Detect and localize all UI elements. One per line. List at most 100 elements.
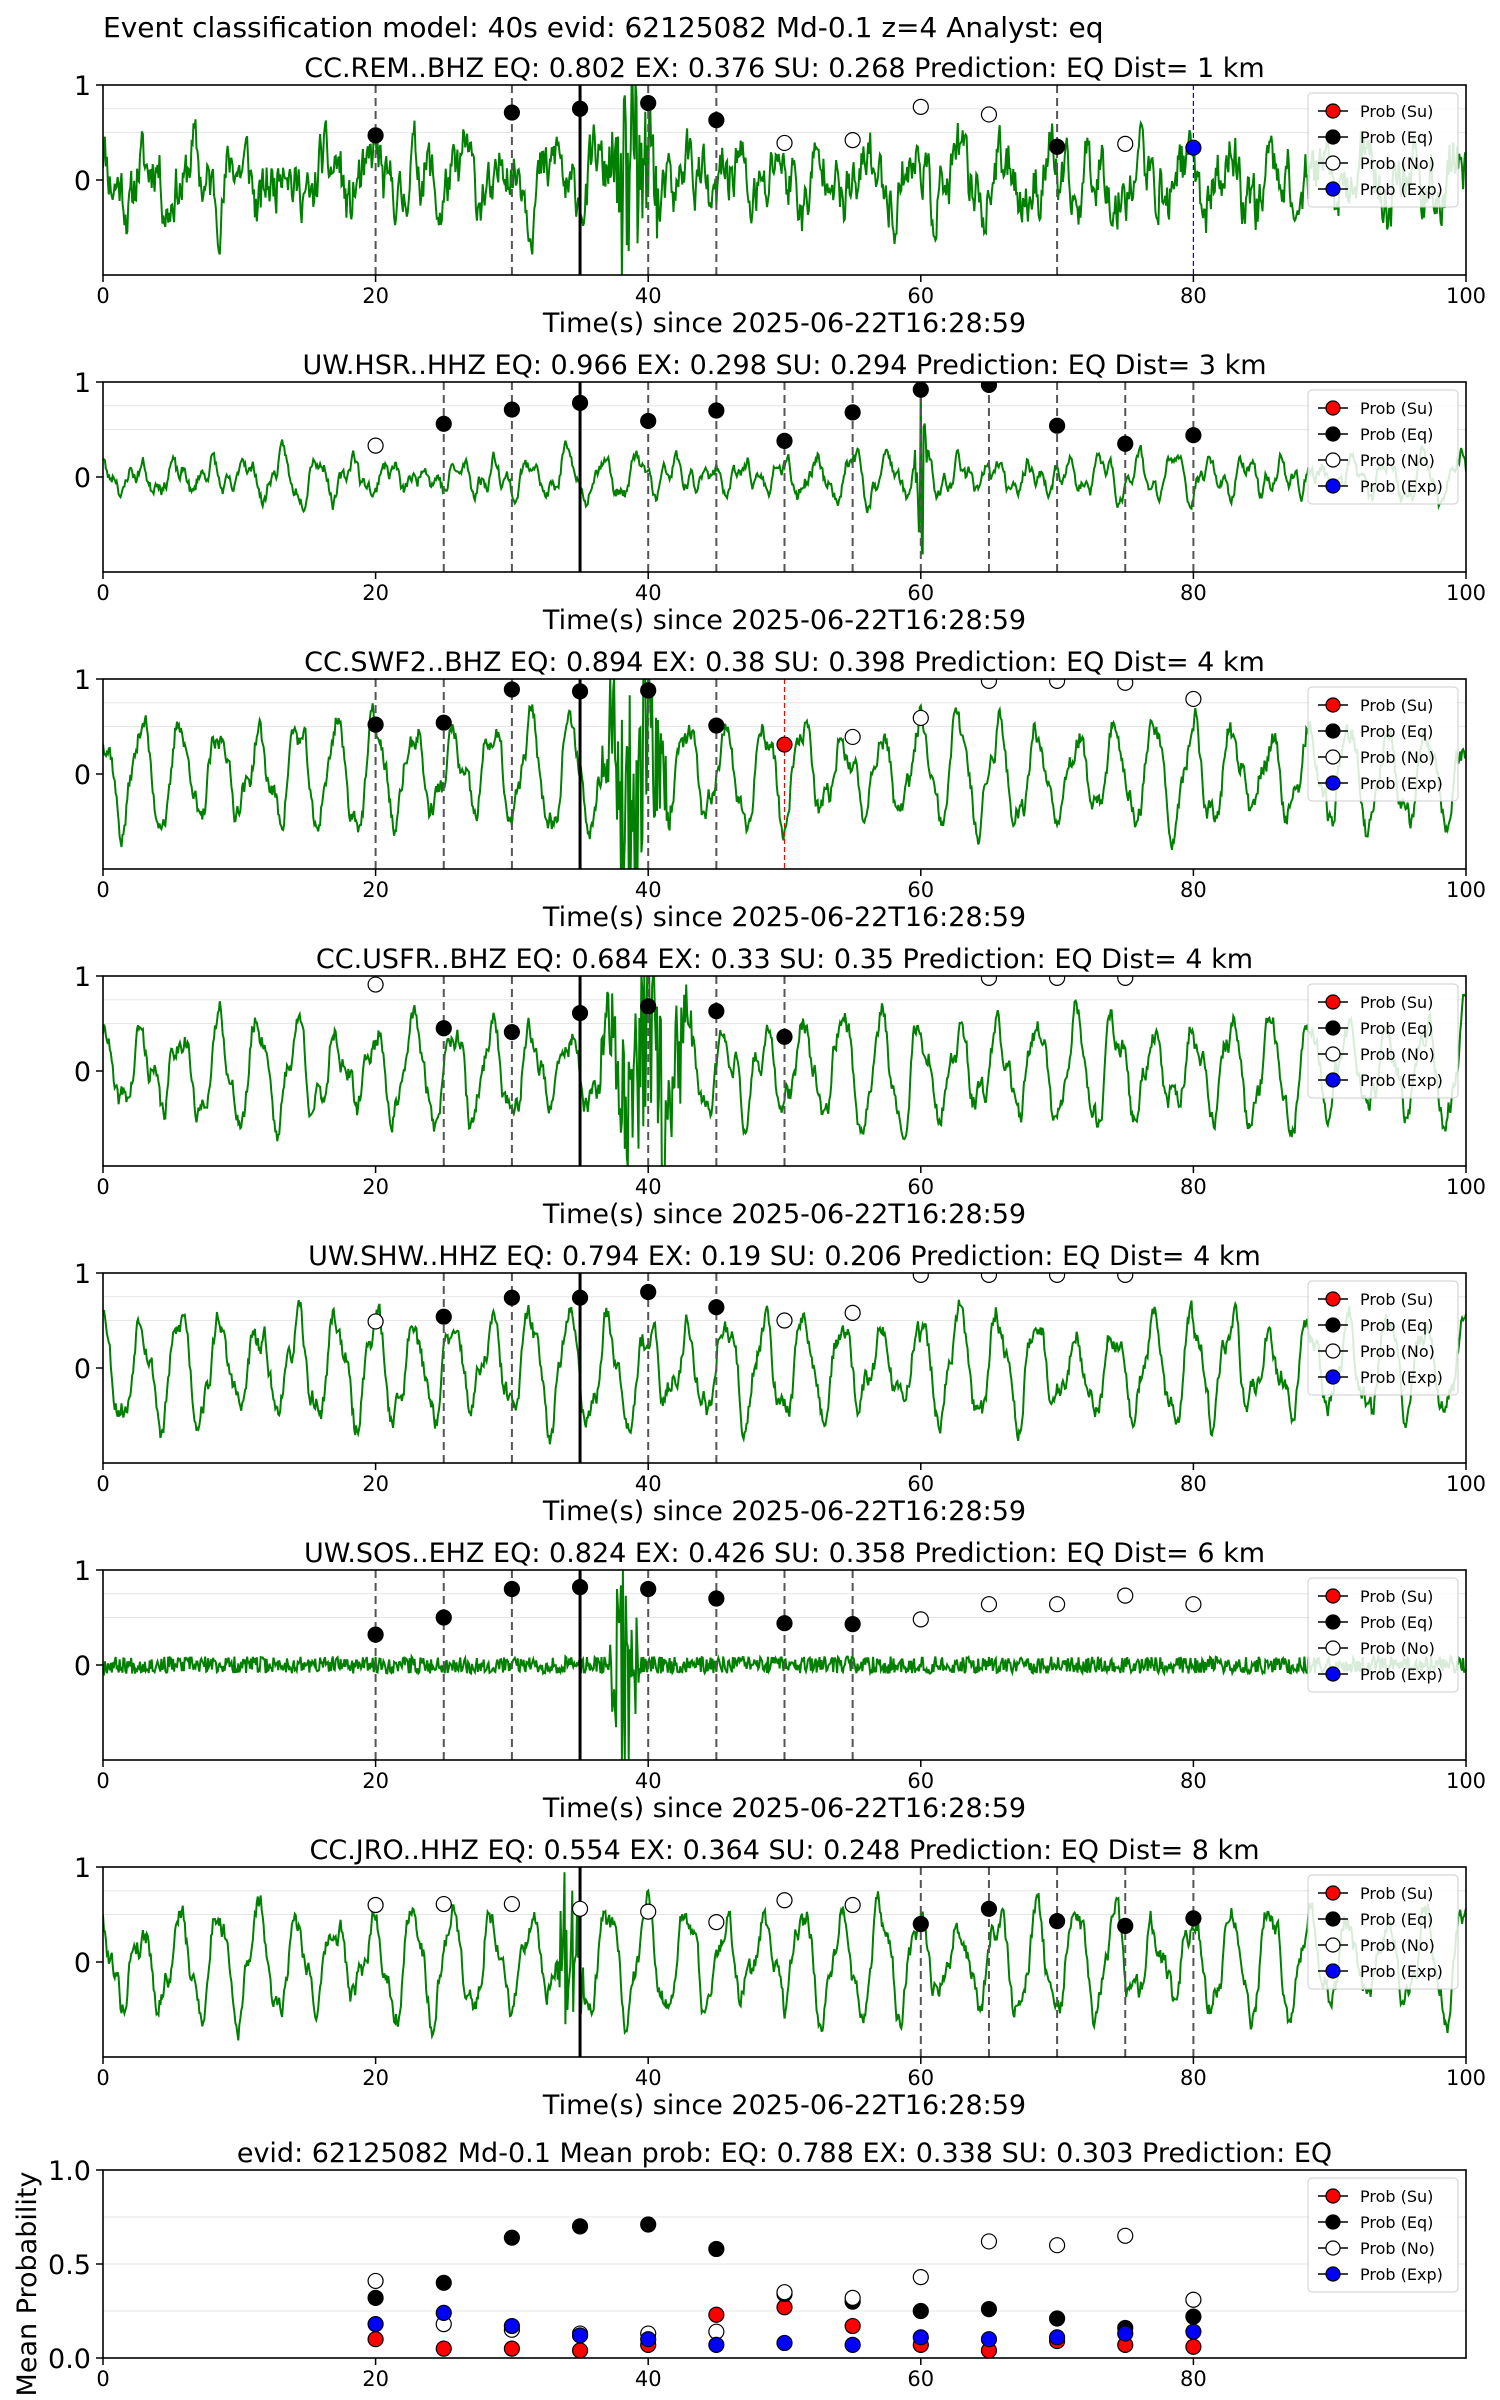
y-tick-label: 0 <box>74 463 91 494</box>
x-tick-label: 40 <box>635 2367 662 2391</box>
x-tick-label: 0 <box>96 284 109 308</box>
mean-probability-point <box>1048 2329 1066 2346</box>
station-panel-6: 0 20 40 60 80 100 0 1 UW.SOS..EHZ EQ: 0.824 EX: … <box>74 1538 1486 1824</box>
mean-probability-point <box>1185 2323 1202 2340</box>
x-tick-label: 20 <box>362 878 389 902</box>
panel-title: UW.SHW..HHZ EQ: 0.794 EX: 0.19 SU: 0.206… <box>308 1241 1261 1272</box>
y-tick-label: 1 <box>74 665 91 696</box>
legend-label: Prob (Exp) <box>1360 2265 1443 2284</box>
legend-box <box>1307 1874 1459 1990</box>
mean-probability-point <box>640 2216 657 2233</box>
mean-probability-point <box>708 2306 725 2323</box>
legend-label: Prob (Exp) <box>1360 1071 1443 1090</box>
legend-label: Prob (Eq) <box>1360 1316 1433 1335</box>
probability-point <box>1049 679 1066 689</box>
x-tick-label: 100 <box>1446 1769 1486 1793</box>
legend-marker <box>1325 1937 1341 1953</box>
probability-point <box>912 1273 929 1283</box>
station-panel-5: 0 20 40 60 80 100 0 1 UW.SHW..HHZ EQ: 0.794 EX: … <box>74 1241 1486 1527</box>
mean-probability-point <box>1048 2310 1066 2327</box>
probability-point <box>367 1626 384 1643</box>
legend-marker <box>1325 1588 1341 1604</box>
probability-point <box>435 1020 452 1037</box>
mean-probability-point <box>503 2317 520 2335</box>
legend-label: Prob (Exp) <box>1360 1665 1443 1684</box>
probability-point <box>571 1900 589 1917</box>
mean-probability-point <box>1185 2291 1202 2308</box>
x-tick-label: 60 <box>907 284 934 308</box>
legend-label: Prob (No) <box>1360 1342 1435 1361</box>
probability-point <box>1117 1587 1134 1604</box>
x-tick-label: 80 <box>1180 2066 1207 2090</box>
probability-point <box>844 404 861 421</box>
probability-point <box>367 1313 384 1330</box>
x-tick-label: 60 <box>907 1769 934 1793</box>
y-tick-label: 0.5 <box>48 2250 91 2281</box>
station-panel-2: 0 20 40 60 80 100 0 1 UW.HSR..HHZ EQ: 0.966 EX: … <box>74 350 1486 636</box>
mean-probability-point <box>571 2218 589 2235</box>
probability-point <box>571 683 589 700</box>
x-tick-label: 80 <box>1180 284 1207 308</box>
legend-label: Prob (No) <box>1360 1639 1435 1658</box>
x-tick-label: 100 <box>1446 1175 1486 1199</box>
legend-marker <box>1325 1614 1341 1630</box>
legend-marker <box>1325 400 1341 416</box>
probability-point <box>980 1273 998 1283</box>
legend: Prob (Su) Prob (Eq) Prob (No) Prob (Exp) <box>1307 686 1459 802</box>
mean-probability-point <box>367 2272 384 2290</box>
mean-probability-point <box>776 2284 793 2301</box>
mean-probability-point <box>708 2336 725 2353</box>
probability-point <box>776 1615 793 1632</box>
probability-point <box>435 714 452 731</box>
probability-point <box>980 382 998 393</box>
probability-point <box>912 1915 929 1933</box>
legend-marker <box>1325 775 1341 791</box>
x-tick-label: 40 <box>635 284 662 308</box>
x-tick-label: 80 <box>1180 878 1207 902</box>
probability-point <box>1117 1917 1134 1935</box>
probability-point <box>367 976 384 993</box>
legend-box <box>1307 2177 1459 2293</box>
y-tick-label: 0 <box>74 1651 91 1682</box>
x-tick-label: 60 <box>907 2066 934 2090</box>
x-tick-label: 20 <box>362 581 389 605</box>
probability-point <box>980 976 998 986</box>
panel-title: CC.SWF2..BHZ EQ: 0.894 EX: 0.38 SU: 0.39… <box>304 647 1265 678</box>
probability-point <box>503 1023 520 1041</box>
mean-probability-point <box>912 2302 929 2320</box>
probability-point <box>1048 138 1066 155</box>
probability-point <box>776 432 793 449</box>
mean-probability-point <box>708 2240 725 2258</box>
legend-marker <box>1325 129 1341 145</box>
waveform-trace <box>103 679 1466 869</box>
waveform-trace <box>103 1299 1466 1445</box>
probability-point <box>503 1580 520 1598</box>
legend-label: Prob (No) <box>1360 451 1435 470</box>
probability-point <box>980 679 998 689</box>
x-axis-label: Time(s) since 2025-06-22T16:28:59 <box>542 308 1026 339</box>
x-tick-label: 40 <box>635 581 662 605</box>
legend: Prob (Su) Prob (Eq) Prob (No) Prob (Exp) <box>1307 1577 1459 1693</box>
legend-marker <box>1325 1343 1341 1359</box>
probability-point <box>980 1900 998 1917</box>
legend-marker <box>1325 2214 1341 2230</box>
legend-label: Prob (Eq) <box>1360 2213 1433 2232</box>
probability-point <box>640 1283 657 1301</box>
probability-point <box>640 682 657 699</box>
mean-probability-point <box>503 2229 520 2246</box>
probability-point <box>1048 1913 1066 1930</box>
legend-marker <box>1325 2266 1341 2282</box>
legend: Prob (Su) Prob (Eq) Prob (No) Prob (Exp) <box>1307 2177 1459 2293</box>
mean-probability-point <box>1117 2227 1134 2244</box>
x-tick-label: 20 <box>362 1472 389 1496</box>
legend-marker <box>1325 697 1341 713</box>
mean-probability-panel: 0 20 40 60 80 0.0 0.5 1.0 evid: 62125082 Md-0.1 … <box>12 2138 1467 2396</box>
mean-probability-point <box>980 2301 998 2318</box>
y-tick-label: 1 <box>74 1556 91 1587</box>
legend: Prob (Su) Prob (Eq) Prob (No) Prob (Exp) <box>1307 1874 1459 1990</box>
probability-point <box>503 681 520 698</box>
legend-label: Prob (Eq) <box>1360 722 1433 741</box>
legend-label: Prob (Exp) <box>1360 1368 1443 1387</box>
probability-point <box>1117 679 1134 691</box>
